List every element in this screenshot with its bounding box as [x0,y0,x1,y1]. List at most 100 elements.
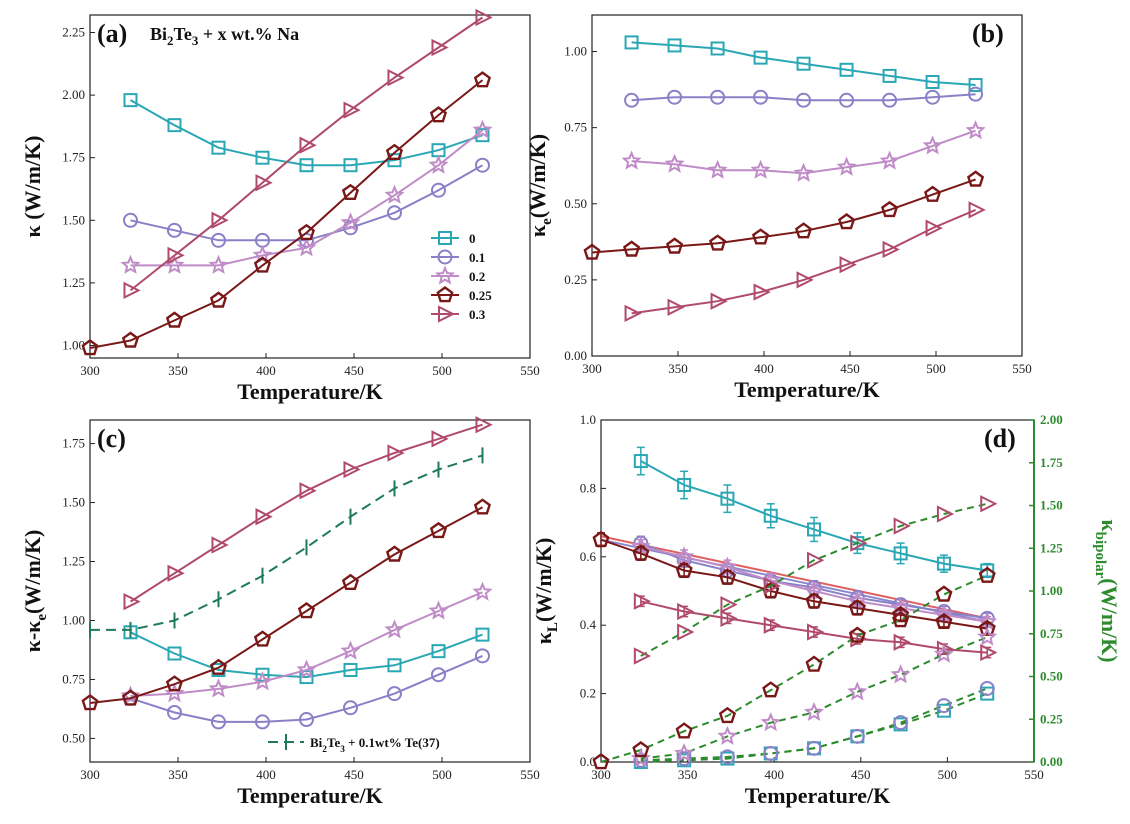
data-point [966,170,985,187]
series-0.25 [583,170,985,260]
data-point [979,680,995,696]
series-reference [89,447,484,638]
data-point [977,626,998,646]
y-tick-label: 0.6 [580,549,597,564]
y-tick-label: 1.00 [62,612,85,627]
bipolar-markers-0.3 [633,495,998,665]
data-point [384,619,405,639]
data-point [763,616,781,634]
data-point [121,689,140,706]
data-point [429,521,448,539]
data-point [299,136,317,154]
data-point [665,237,684,254]
bipolar-markers-0.1 [633,680,995,768]
x-tick-label: 500 [432,363,452,378]
y-tick-label: 1.0 [580,412,596,427]
data-point [935,585,953,602]
x-tick-label: 350 [168,363,188,378]
data-point [475,416,493,434]
data-point [167,646,182,661]
data-point [387,153,402,168]
series-line [90,454,483,631]
x-axis-label: Temperature/K [734,377,879,402]
y2-axis-label: κbipolar(W/m/K) [1092,519,1122,662]
data-point [978,566,996,583]
data-point [849,728,865,744]
data-point [925,89,941,105]
data-point [664,153,685,173]
x-tick-label: 300 [80,363,100,378]
data-point [718,568,737,585]
x-tick-label: 400 [764,767,784,782]
data-point [848,626,866,643]
y-axis-label: κL(W/m/K) [531,538,561,645]
series-line [631,41,976,86]
data-point [760,712,781,732]
data-point [298,712,314,728]
bipolar-markers-0.2 [630,626,998,768]
data-point [677,623,695,641]
series-0.3 [640,502,988,657]
data-point [936,698,952,714]
x-tick-label: 550 [520,767,540,782]
data-point [980,495,998,513]
y-tick-label: 1.25 [62,275,85,290]
data-point [386,205,402,221]
y-tick-label: 1.50 [62,495,85,510]
y-tick-label: 1.00 [62,337,85,352]
series-0 [123,93,490,173]
data-point [890,664,911,684]
x-tick-label: 550 [1024,767,1044,782]
y-tick-label: 0.75 [62,671,85,686]
data-point [473,71,492,88]
data-point [922,135,943,155]
data-point [753,283,771,301]
data-point [211,211,229,229]
series-0 [624,35,983,93]
data-point [296,659,317,679]
data-point [297,602,316,619]
data-point [837,213,856,230]
data-point [796,92,812,108]
x-tick-label: 500 [926,361,946,376]
y-tick-label: 0.50 [564,196,587,211]
series-line [130,99,483,167]
data-point [803,701,825,722]
x-tick-label: 350 [168,767,188,782]
data-point [675,722,693,739]
data-point [936,556,951,571]
data-point [386,686,402,702]
legend-marker [438,305,456,323]
legend-label: 0.3 [469,307,486,322]
data-point [431,430,449,448]
series-line [130,591,483,697]
data-point [794,222,813,239]
data-point [720,609,738,627]
data-point [430,182,446,198]
data-point [633,592,652,610]
data-point [980,563,995,578]
data-point [299,482,317,500]
y2-tick-label: 0.75 [1040,626,1063,641]
data-point [793,162,814,182]
data-point [710,41,725,56]
x-axis-label: Temperature/K [237,379,382,404]
data-point [750,159,771,179]
data-point [762,681,780,698]
data-point [121,331,140,348]
data-point [707,159,728,179]
data-point [343,460,361,479]
data-point [164,682,185,703]
x-tick-label: 450 [344,767,364,782]
data-point [805,592,823,609]
data-point [633,752,649,768]
right-axis: 0.00 0.25 0.50 0.75 1.00 1.25 1.50 1.75 2.00 κbip… [1029,412,1122,769]
data-point [342,220,358,236]
data-point [893,517,911,535]
legend-label: 0.25 [469,288,492,303]
y-tick-label: 1.50 [62,212,85,227]
data-point [753,89,769,105]
data-point [592,530,610,547]
data-point [624,35,639,50]
